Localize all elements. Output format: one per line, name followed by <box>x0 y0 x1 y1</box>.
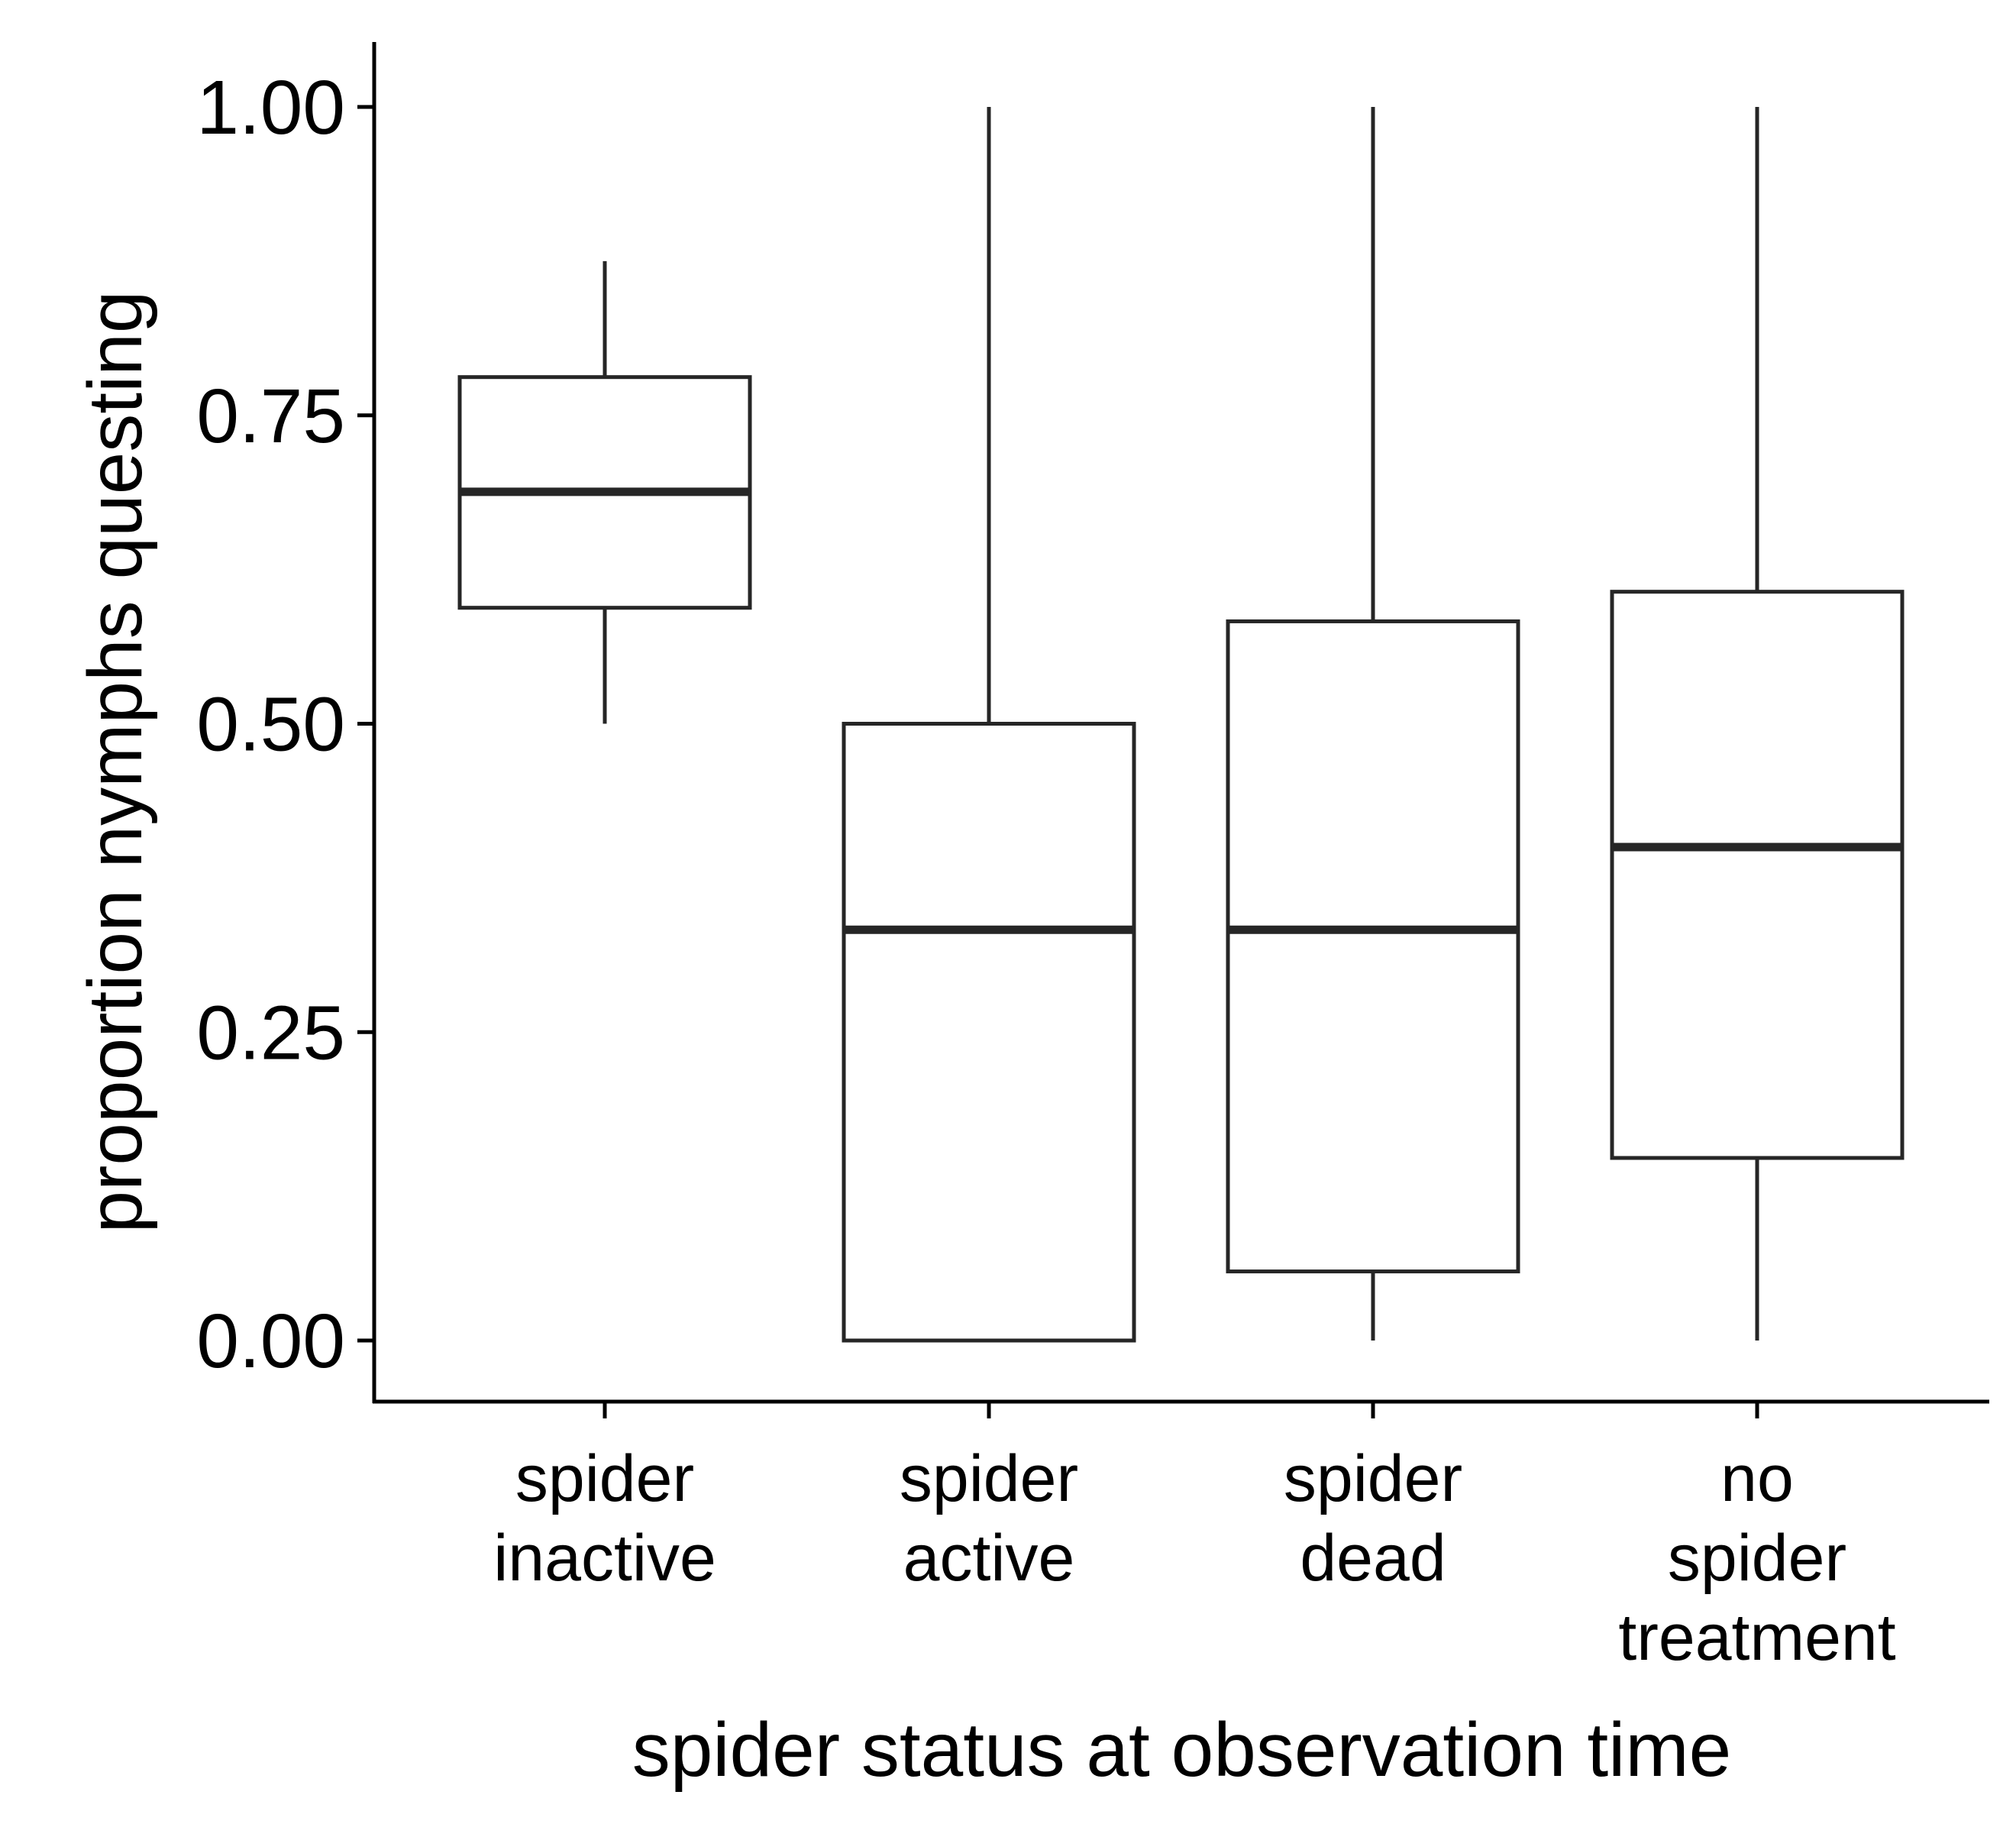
x-tick-label-line: spider <box>1668 1522 1846 1595</box>
y-tick-label: 0.50 <box>196 682 345 768</box>
boxes-layer <box>457 107 1905 1343</box>
x-axis-title: spider status at observation time <box>632 1707 1732 1793</box>
x-tick-label-line: spider <box>1284 1442 1462 1515</box>
x-tick-label-line: spider <box>900 1442 1078 1515</box>
box-group-1 <box>457 260 752 724</box>
y-tick-label: 0.75 <box>196 374 345 459</box>
iqr-box <box>1226 619 1520 1274</box>
box-group-3 <box>1226 107 1520 1341</box>
x-tick-label: spider inactive <box>493 1442 716 1595</box>
x-tick-label: spider dead <box>1284 1442 1462 1595</box>
x-tick-label-line: no <box>1720 1442 1794 1515</box>
y-tick-label: 1.00 <box>196 65 345 150</box>
box-group-4 <box>1610 107 1905 1341</box>
y-tick-label: 0.25 <box>196 990 345 1075</box>
y-tick-label: 0.00 <box>196 1299 345 1384</box>
x-tick-label-line: treatment <box>1618 1601 1895 1674</box>
box-group-2 <box>842 107 1136 1343</box>
y-axis-title: proportion nymphs questing <box>73 290 158 1233</box>
x-tick-label-line: active <box>903 1522 1075 1595</box>
axes-layer <box>357 42 1989 1418</box>
x-tick-label-line: inactive <box>493 1522 716 1595</box>
x-tick-label: no spider treatment <box>1618 1442 1895 1674</box>
x-tick-label-line: dead <box>1300 1522 1446 1595</box>
x-tick-label-line: spider <box>515 1442 694 1515</box>
iqr-box <box>842 722 1136 1343</box>
iqr-box <box>1610 590 1905 1160</box>
x-tick-label: spider active <box>900 1442 1078 1595</box>
